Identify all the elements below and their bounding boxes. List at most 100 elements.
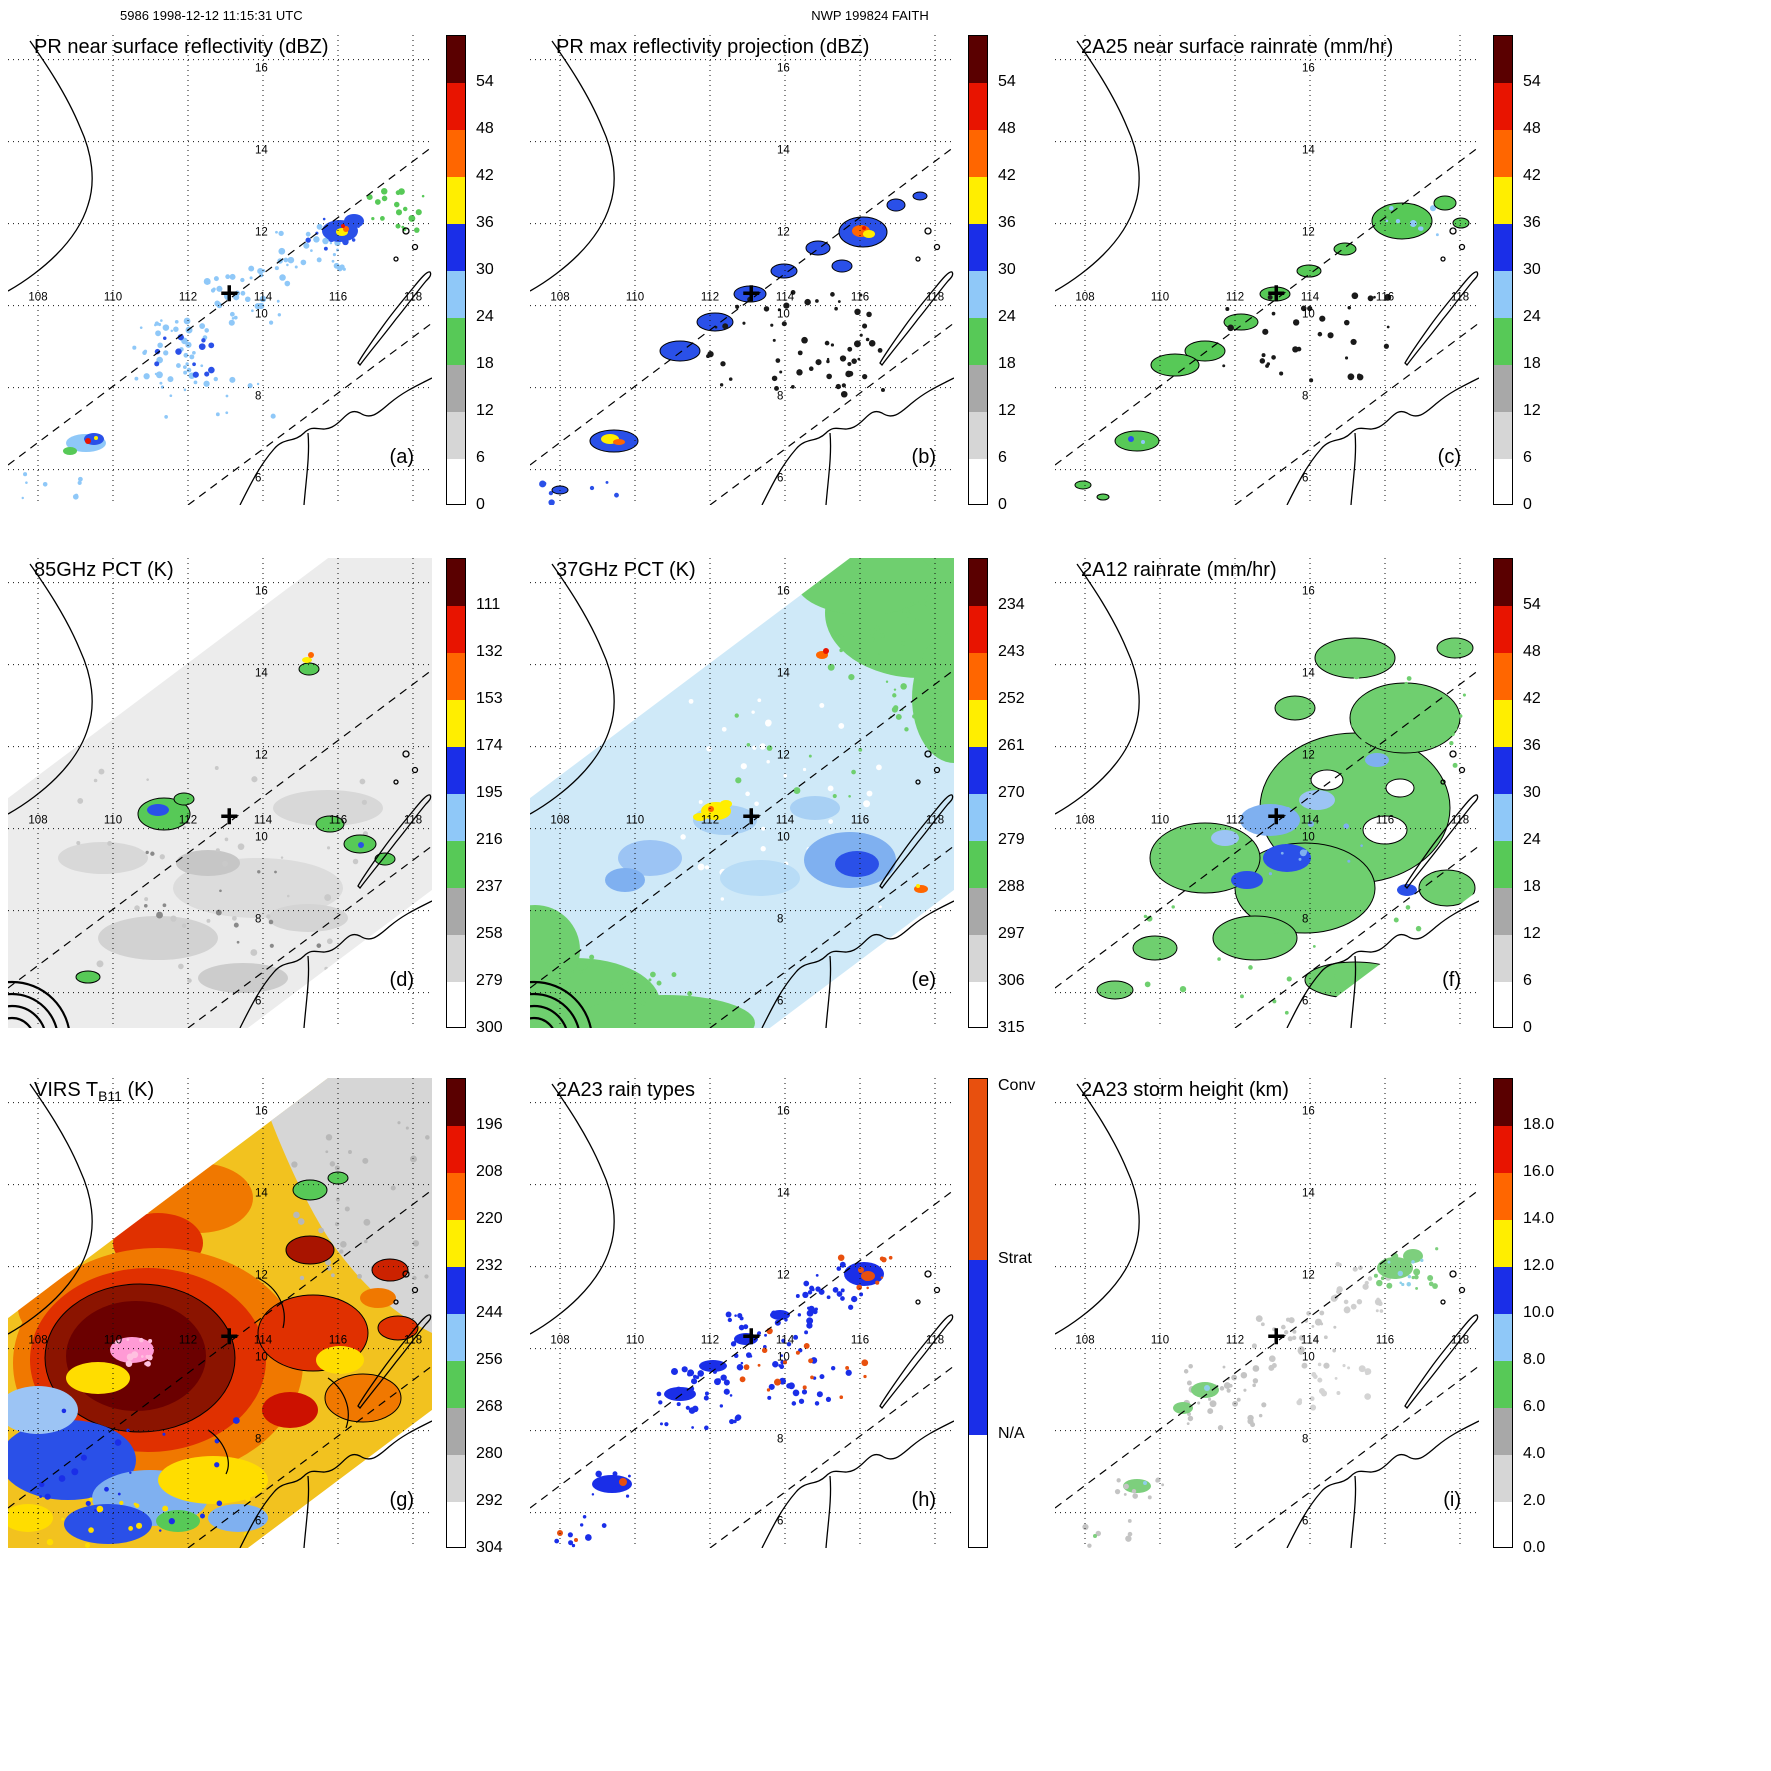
colorbar-tick-label: 304 [476,1539,503,1556]
lon-label: 118 [404,292,422,304]
colorbar-tick-label: 234 [998,596,1025,613]
lat-label: 14 [255,668,268,680]
colorbar-tick-label: 208 [476,1163,503,1180]
lat-label: 12 [777,227,790,239]
colorbar-tick-label: 12 [1523,925,1541,942]
lon-label: 114 [776,815,795,827]
panel-letter: (b) [912,446,936,468]
colorbar-b: 54 48 42 36 30 24 18 12 6 0 [968,35,1060,513]
data-layer [8,1078,432,1548]
lon-label: 112 [701,815,719,827]
colorbar-tick-label: 12 [476,402,494,419]
colorbar-tick-label: 18 [476,355,494,372]
colorbar-tick-label: 256 [476,1351,503,1368]
lon-label: 108 [550,292,569,304]
colorbar-gradient [968,1078,988,1548]
coastline [530,40,954,505]
lon-label: 108 [550,1335,569,1347]
colorbar-tick-label: 24 [998,308,1016,325]
lon-label: 108 [28,292,47,304]
panel-letter: (g) [390,1489,414,1511]
lat-label: 12 [1302,750,1315,762]
lon-label: 108 [1075,815,1094,827]
panel-f: 108 110 112 114 116 118 16 14 12 10 8 6 2A12 rainrat… [1055,558,1479,1028]
lat-label: 12 [1302,227,1315,239]
lon-label: 110 [626,815,644,827]
lon-label: 112 [179,292,197,304]
data-layer [8,558,432,1028]
lat-label: 8 [255,391,261,403]
colorbar-tick-label: 14.0 [1523,1210,1555,1227]
colorbar-tick-label: 270 [998,784,1025,801]
colorbar-tick-label: 153 [476,690,503,707]
panel-title: PR max reflectivity projection (dBZ) [556,36,869,58]
colorbar-tick-label: 36 [1523,737,1541,754]
lat-label: 14 [255,145,268,157]
colorbar-tick-label: 24 [1523,831,1541,848]
colorbar-tick-label: 0.0 [1523,1539,1546,1556]
lon-label: 114 [776,1335,795,1347]
colorbar-tick-label: 111 [476,596,501,613]
lon-label: 118 [1451,292,1469,304]
lon-label: 112 [701,1335,719,1347]
lon-label: 110 [104,292,122,304]
lon-label: 116 [329,292,347,304]
lat-label: 10 [255,309,268,321]
colorbar-tick-label: 24 [1523,308,1541,325]
grid-layer [1055,558,1479,1028]
panel-title: 2A25 near surface rainrate (mm/hr) [1081,36,1393,58]
lat-label: 12 [777,750,790,762]
colorbar-tick-label: 0 [476,496,485,513]
lon-label: 118 [926,1335,944,1347]
panel-b: 108 110 112 114 116 118 16 14 12 10 8 6 PR max refle… [530,35,954,505]
lon-label: 110 [104,815,122,827]
swath-edge-lines [1055,146,1479,505]
lon-label: 116 [1376,815,1394,827]
lat-label: 10 [1302,1352,1315,1364]
lon-label: 114 [1301,292,1320,304]
panel-title: VIRS TB11 (K) [34,1079,154,1104]
colorbar-tick-label: 42 [1523,690,1541,707]
lon-label: 112 [1226,815,1244,827]
colorbar-tick-label: 36 [476,214,494,231]
storm-marker [1268,285,1285,302]
lon-label: 110 [626,1335,644,1347]
lat-label: 16 [1302,586,1315,598]
colorbar-tick-label: 315 [998,1019,1025,1036]
grid-layer [8,1078,432,1548]
data-layer [1074,195,1470,501]
lat-label: 14 [1302,145,1315,157]
lat-label: 16 [255,1106,268,1118]
storm-marker [743,808,760,825]
data-layer [21,188,425,500]
colorbar-tick-label: 174 [476,737,503,754]
colorbar-tick-label: 2.0 [1523,1492,1546,1509]
colorbar-gradient [446,35,466,505]
coastline [1055,1083,1479,1548]
coastline [530,1083,954,1548]
panel-letter: (i) [1443,1489,1461,1511]
colorbar-tick-label: 30 [1523,784,1541,801]
swath-edge-lines [530,1189,954,1548]
swath-edge-lines [8,669,432,1028]
panel-title: 37GHz PCT (K) [556,559,696,581]
lat-label: 10 [777,309,790,321]
colorbar-tick-label: 42 [1523,167,1541,184]
lat-label: 6 [777,996,783,1008]
lat-label: 12 [255,1270,268,1282]
grid-layer [8,558,432,1028]
colorbar-tick-label: 54 [1523,596,1541,613]
lat-label: 10 [1302,309,1315,321]
colorbar-tick-label: 0 [1523,1019,1532,1036]
colorbar-tick-label: 300 [476,1019,503,1036]
colorbar-tick-label: 279 [998,831,1025,848]
panel-title: PR near surface reflectivity (dBZ) [34,36,329,58]
colorbar-gradient [446,1078,466,1548]
lat-label: 6 [777,1516,783,1528]
colorbar-tick-label: 24 [476,308,494,325]
lat-label: 10 [1302,832,1315,844]
lon-label: 118 [926,815,944,827]
